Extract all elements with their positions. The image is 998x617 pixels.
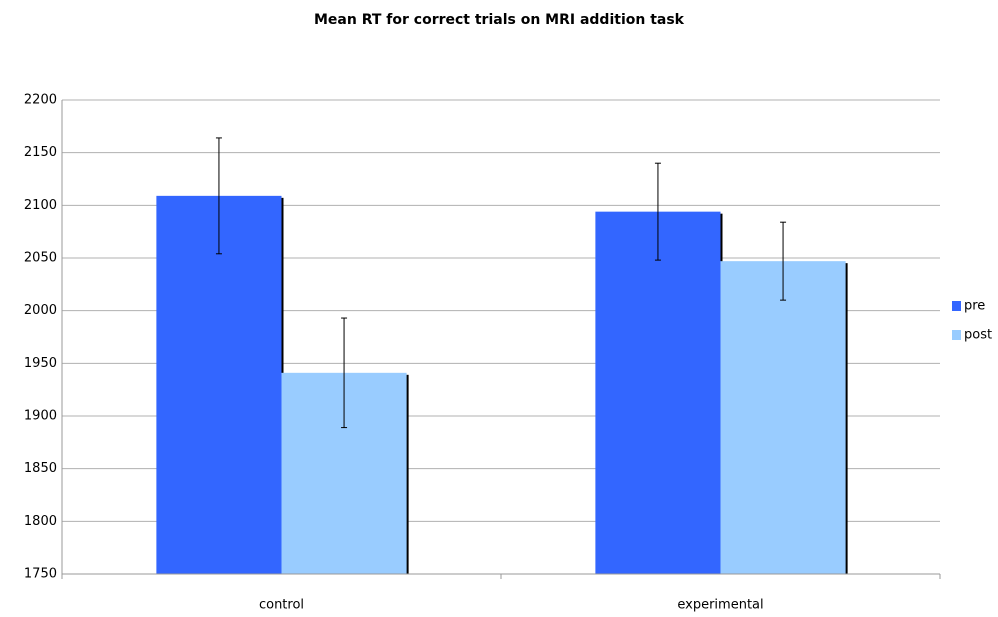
y-tick-label: 1950 <box>24 356 57 371</box>
y-tick-label: 2100 <box>24 198 57 213</box>
y-tick-label: 1900 <box>24 409 57 424</box>
y-tick-label: 2150 <box>24 145 57 160</box>
bar <box>156 195 282 574</box>
legend-swatch <box>952 301 961 311</box>
y-tick-label: 2200 <box>24 93 57 108</box>
legend-label: pre <box>964 299 985 314</box>
y-tick-label: 1850 <box>24 461 57 476</box>
error-bar <box>780 221 787 301</box>
bar <box>595 211 721 575</box>
legend-swatch <box>952 330 961 340</box>
error-bar <box>654 162 661 261</box>
bar-shadow <box>844 263 848 574</box>
y-tick-label: 1750 <box>24 567 57 582</box>
error-bar <box>215 137 222 255</box>
x-tick-label: experimental <box>677 598 763 613</box>
x-tick-label: control <box>259 598 304 613</box>
y-tick-label: 2050 <box>24 251 57 266</box>
y-tick-label: 2000 <box>24 303 57 318</box>
bar <box>720 261 846 574</box>
bar-shadow <box>405 374 409 574</box>
legend-label: post <box>964 328 992 343</box>
error-bar <box>341 317 348 429</box>
y-tick-label: 1800 <box>24 514 57 529</box>
chart-title: Mean RT for correct trials on MRI additi… <box>314 12 685 28</box>
